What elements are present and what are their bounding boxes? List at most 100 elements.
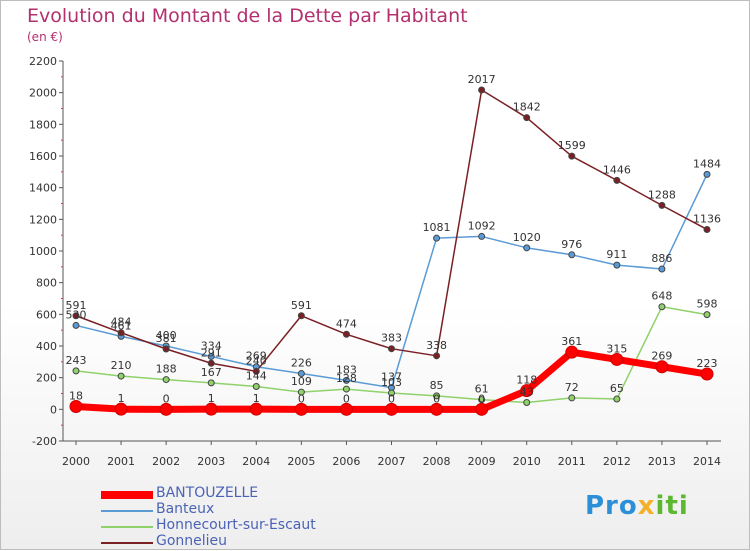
data-label: 911	[606, 248, 627, 261]
data-point	[388, 389, 395, 397]
data-point	[523, 244, 531, 252]
data-label: 381	[156, 332, 177, 345]
data-point	[207, 359, 215, 367]
data-label: 183	[336, 363, 357, 376]
data-point	[568, 251, 576, 259]
data-label: 1842	[513, 101, 541, 114]
data-point	[703, 170, 711, 178]
data-label: 461	[111, 319, 132, 332]
data-label: 167	[201, 366, 222, 379]
data-label: 1288	[648, 188, 676, 201]
data-label: 103	[381, 376, 402, 389]
y-tick-label: 1400	[29, 182, 57, 195]
data-label: 109	[291, 375, 312, 388]
data-label: 591	[291, 299, 312, 312]
data-label: 0	[388, 392, 395, 405]
legend-label: Gonnelieu	[156, 533, 228, 549]
data-point	[249, 402, 263, 416]
logo-part-1: Pro	[585, 491, 638, 521]
data-point	[252, 383, 260, 391]
data-label: 338	[426, 339, 447, 352]
logo-part-2: x	[637, 491, 656, 521]
data-label: 118	[516, 374, 537, 387]
data-point	[703, 311, 711, 319]
legend-label: Honnecourt-sur-Escaut	[156, 517, 316, 533]
data-label: 598	[697, 298, 718, 311]
data-label: 1092	[468, 219, 496, 232]
y-tick-label: -200	[32, 435, 57, 448]
data-point	[610, 352, 624, 366]
y-tick-label: 1000	[29, 245, 57, 258]
data-label: 315	[606, 342, 627, 355]
x-tick-label: 2002	[152, 455, 180, 468]
y-tick-label: 800	[36, 277, 57, 290]
data-label: 0	[433, 392, 440, 405]
data-point	[613, 176, 621, 184]
y-tick-label: 600	[36, 308, 57, 321]
data-point	[294, 402, 308, 416]
data-point	[613, 395, 621, 403]
data-point	[478, 232, 486, 240]
data-point	[433, 234, 441, 242]
x-tick-label: 2000	[62, 455, 90, 468]
data-point	[342, 330, 350, 338]
x-tick-label: 2012	[603, 455, 631, 468]
data-point	[523, 399, 531, 407]
data-point	[478, 396, 486, 404]
data-point	[523, 114, 531, 122]
y-tick-label: 1200	[29, 213, 57, 226]
data-point	[114, 402, 128, 416]
data-point	[207, 352, 215, 360]
data-label: 2017	[468, 73, 496, 86]
data-label: 61	[475, 383, 489, 396]
x-tick-label: 2013	[648, 455, 676, 468]
chart-subtitle: (en €)	[27, 30, 63, 44]
data-label: 291	[201, 346, 222, 359]
data-label: 188	[156, 363, 177, 376]
x-tick-label: 2004	[242, 455, 270, 468]
data-point	[117, 372, 125, 380]
data-label: 886	[651, 252, 672, 265]
y-tick-label: 200	[36, 372, 57, 385]
chart-title: Evolution du Montant de la Dette par Hab…	[27, 5, 468, 27]
data-label: 0	[343, 392, 350, 405]
axes: -200020040060080010001200140016001800200…	[29, 55, 721, 468]
data-point	[565, 345, 579, 359]
x-tick-label: 2006	[332, 455, 360, 468]
data-label: 1	[253, 392, 260, 405]
data-point	[297, 312, 305, 320]
data-label: 361	[561, 335, 582, 348]
data-point	[297, 388, 305, 396]
y-tick-label: 0	[50, 403, 57, 416]
data-label: 65	[610, 382, 624, 395]
data-point	[69, 399, 83, 413]
x-tick-label: 2007	[378, 455, 406, 468]
data-label: 1599	[558, 139, 586, 152]
x-tick-label: 2008	[423, 455, 451, 468]
data-point	[204, 402, 218, 416]
data-label: 137	[381, 371, 402, 384]
data-label: 85	[430, 379, 444, 392]
data-point	[72, 367, 80, 375]
data-label: 334	[201, 339, 222, 352]
data-point	[700, 367, 714, 381]
data-point	[72, 312, 80, 320]
data-label: 383	[381, 332, 402, 345]
x-tick-label: 2003	[197, 455, 225, 468]
data-label: 1446	[603, 163, 631, 176]
data-point	[162, 345, 170, 353]
data-label: 484	[111, 316, 132, 329]
data-label: 0	[298, 392, 305, 405]
y-tick-label: 1800	[29, 118, 57, 131]
data-point	[385, 402, 398, 416]
data-point	[207, 379, 215, 387]
x-tick-label: 2014	[693, 455, 721, 468]
y-tick-label: 2000	[29, 87, 57, 100]
data-label: 400	[156, 329, 177, 342]
data-point	[433, 352, 441, 360]
data-point	[433, 392, 441, 400]
data-point	[72, 321, 80, 329]
x-tick-label: 2009	[468, 455, 496, 468]
